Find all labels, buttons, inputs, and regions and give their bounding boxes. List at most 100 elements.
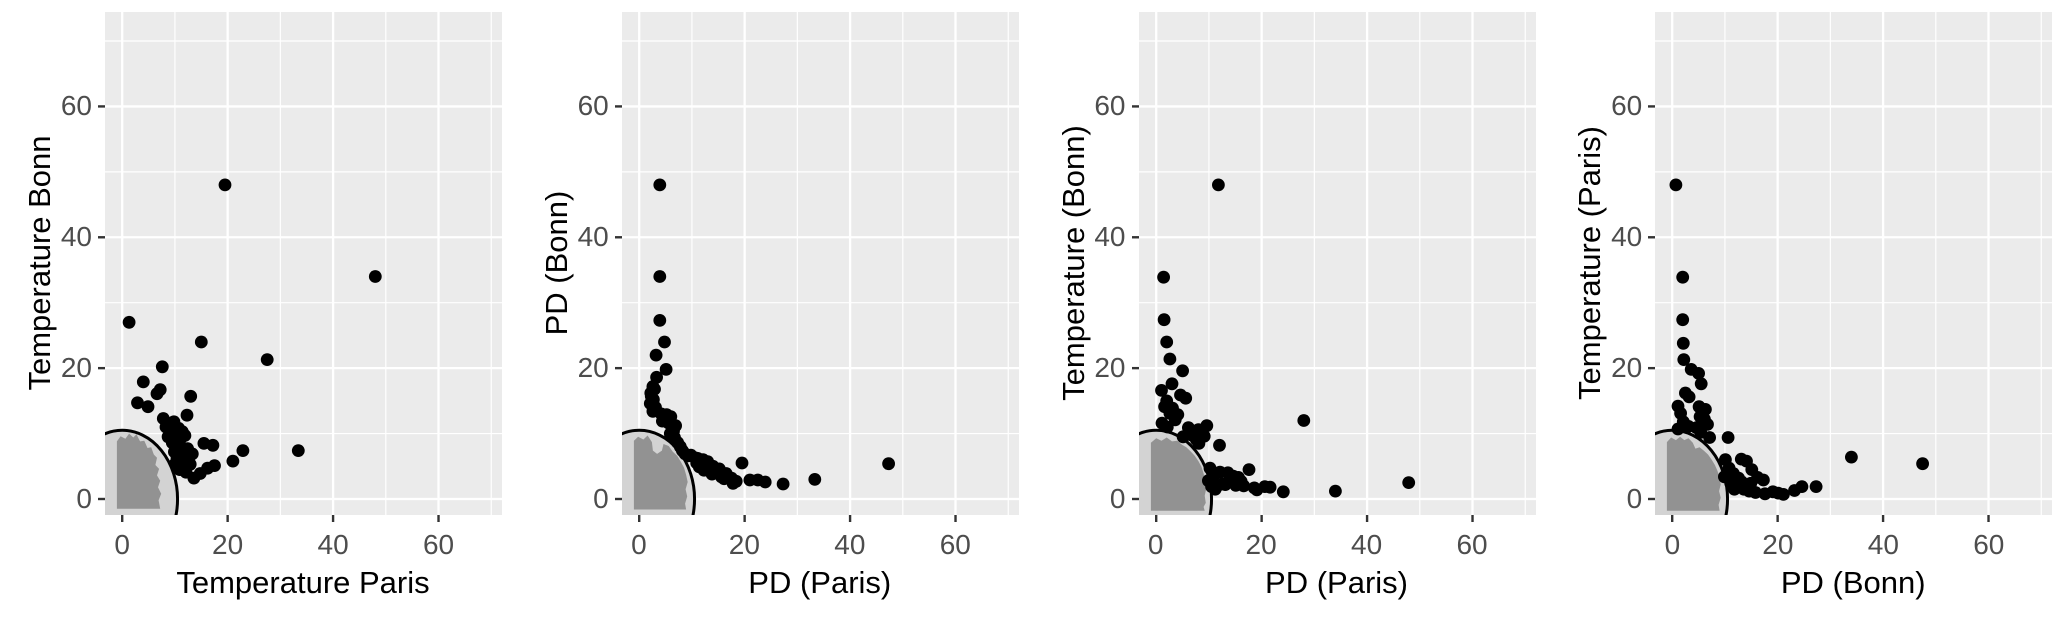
panel-background <box>1655 12 2053 515</box>
data-point <box>1916 457 1930 471</box>
data-point <box>1701 418 1715 431</box>
data-point <box>1777 488 1791 501</box>
data-point <box>1703 431 1717 444</box>
data-point <box>182 452 195 466</box>
data-point <box>1157 313 1170 327</box>
inlier-cluster-group <box>116 433 162 509</box>
data-point <box>368 270 382 283</box>
y-tick-label: 20 <box>60 352 92 384</box>
x-axis-title: PD (Paris) <box>748 565 892 600</box>
data-point <box>1199 419 1213 433</box>
data-point <box>260 353 274 366</box>
decision-boundary-arc <box>105 428 180 515</box>
x-tick-label: 60 <box>939 529 971 560</box>
data-point <box>168 437 182 451</box>
data-point <box>729 474 743 488</box>
inlier-cluster-blob <box>1150 437 1206 511</box>
x-tick-label: 40 <box>1867 529 1899 560</box>
data-point <box>1669 178 1683 192</box>
data-point <box>291 444 305 457</box>
data-point <box>226 454 240 468</box>
decision-boundary-arc <box>1138 428 1213 515</box>
decision-boundary-arc <box>621 428 696 515</box>
y-axis-title: Temperature (Paris) <box>1572 126 1608 400</box>
gridlines <box>621 12 1019 515</box>
x-tick-label: 60 <box>422 529 455 560</box>
y-tick-label: 0 <box>593 483 609 514</box>
data-point <box>236 444 250 457</box>
data-point <box>1163 352 1176 366</box>
data-point <box>1676 313 1690 327</box>
data-point <box>653 178 666 192</box>
y-axis-title: Temperature (Bonn) <box>1055 125 1091 401</box>
data-point <box>1154 384 1168 397</box>
y-tick-label: 0 <box>1109 483 1126 514</box>
x-tick-label: 60 <box>1456 529 1488 560</box>
data-point <box>179 465 193 479</box>
y-tick-label: 40 <box>1094 221 1126 253</box>
data-point <box>1276 485 1290 499</box>
x-axis-title: PD (Bonn) <box>1780 565 1926 600</box>
x-tick-label: 20 <box>728 529 760 560</box>
data-point <box>776 477 790 491</box>
gridlines <box>105 12 502 515</box>
x-tick-label: 0 <box>631 529 647 560</box>
panel-content <box>105 178 382 515</box>
data-point <box>1721 431 1735 444</box>
x-tick-label: 0 <box>1147 529 1164 560</box>
data-point <box>1677 353 1691 366</box>
x-tick-label: 40 <box>317 529 349 560</box>
y-tick-label: 0 <box>76 483 92 514</box>
data-point <box>1184 428 1197 442</box>
inlier-cluster-blob <box>633 435 688 510</box>
x-tick-label: 20 <box>212 529 244 560</box>
x-axis-title: PD (Paris) <box>1265 565 1408 600</box>
data-point <box>758 475 772 489</box>
data-point <box>1845 450 1859 464</box>
x-tick-label: 60 <box>1973 529 2005 560</box>
data-point <box>712 462 726 476</box>
x-tick-label: 40 <box>1351 529 1383 560</box>
scatter-panel-1: Temperature Bonn Temperature Paris 0 0 20 2… <box>0 0 517 621</box>
data-point <box>1212 438 1226 452</box>
panel-background <box>621 12 1019 515</box>
inlier-cluster-blob <box>116 433 162 509</box>
y-tick-label: 40 <box>1611 221 1643 253</box>
data-point <box>206 438 220 452</box>
data-point <box>141 400 155 414</box>
data-point <box>1156 270 1170 284</box>
x-tick-label: 40 <box>834 529 866 560</box>
y-tick-label: 20 <box>1611 352 1643 384</box>
panel-content <box>621 178 895 515</box>
panel-content <box>1138 178 1415 515</box>
data-point <box>1328 484 1342 498</box>
data-point <box>735 456 749 470</box>
data-point <box>1749 486 1763 499</box>
y-tick-label: 40 <box>60 221 92 253</box>
scatter-panel-4: Temperature (Paris) PD (Bonn) 0 0 20 20 40 40… <box>1550 0 2067 621</box>
data-point <box>1735 475 1749 489</box>
inlier-cluster-group <box>1667 436 1721 511</box>
panel-content <box>1655 178 1930 515</box>
data-point <box>1677 336 1690 350</box>
data-point <box>881 457 895 471</box>
data-point <box>1175 364 1189 378</box>
x-axis-title: Temperature Paris <box>176 565 430 600</box>
data-point <box>1401 476 1415 489</box>
data-point <box>1809 480 1823 493</box>
x-tick-label: 20 <box>1245 529 1277 560</box>
data-point <box>1263 480 1276 494</box>
plot-area <box>1648 12 2053 522</box>
data-point <box>180 408 194 422</box>
inlier-cluster-group <box>1150 437 1206 511</box>
data-point <box>655 414 669 428</box>
data-point <box>184 389 198 403</box>
data-point <box>1165 377 1178 391</box>
data-point <box>1242 463 1255 476</box>
data-point <box>808 473 821 486</box>
data-point <box>649 348 663 362</box>
y-tick-label: 20 <box>577 352 609 384</box>
data-point <box>155 360 169 374</box>
data-point <box>659 363 673 376</box>
